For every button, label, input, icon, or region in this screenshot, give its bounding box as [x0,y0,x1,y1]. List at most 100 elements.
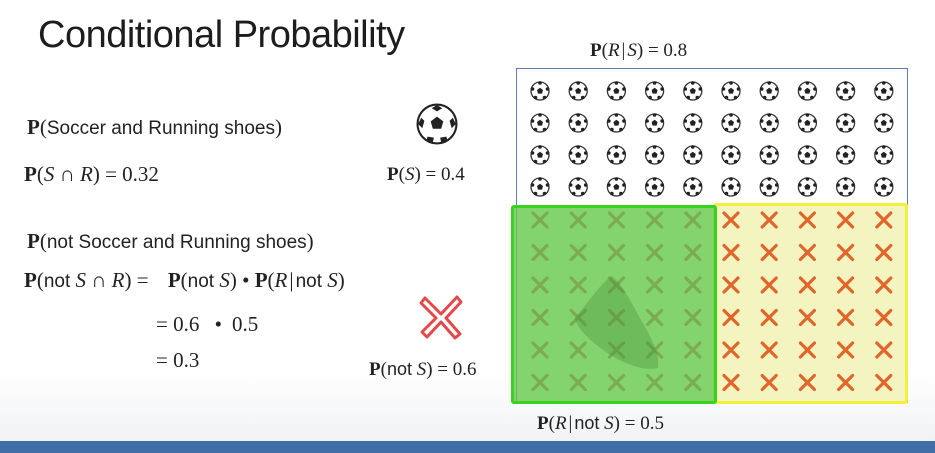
x-mark-icon [645,373,664,392]
x-mark-icon [798,341,817,359]
x-mark-icon [875,243,893,262]
x-mark-icon [569,373,587,392]
soccer-ball-icon [759,177,779,197]
soccer-ball-icon [416,103,458,145]
x-mark-icon [875,308,893,327]
bottom-bar [0,441,935,453]
x-mark-icon [798,243,817,262]
soccer-ball-icon [606,113,627,133]
x-mark-icon [684,341,702,359]
x-mark-icon [569,341,587,359]
x-mark-icon [569,308,587,327]
x-mark-icon [760,211,778,229]
x-mark-icon [760,341,778,359]
x-mark-icon [722,373,740,392]
soccer-ball-icon [797,81,818,101]
soccer-ball-icon [568,177,588,197]
soccer-ball-icon [606,145,627,165]
x-mark-icon [760,373,778,392]
x-mark-icon [836,373,855,392]
x-mark-icon [531,341,549,359]
x-mark-icon [645,243,664,262]
soccer-ball-icon [644,177,665,197]
x-mark-icon [875,211,893,229]
x-mark-icon [722,341,740,359]
soccer-ball-icon [644,113,665,133]
p-s-label: P(S) = 0.4 [387,164,465,185]
x-mark-icon [760,243,778,262]
p-r-given-s-label: P(R | S) = 0.8 [590,40,688,61]
x-mark-icon [531,276,549,294]
computation-step-1: = 0.6 • 0.5 [156,312,259,336]
r-and-not-s-region [511,205,717,404]
not-heading: P(not Soccer and Running shoes) [27,229,314,253]
soccer-ball-icon [797,145,818,165]
soccer-ball-icon [797,177,818,197]
x-mark-icon [760,308,778,327]
x-mark-icon [798,211,817,229]
soccer-ball-icon [835,81,856,101]
x-mark-icon [722,276,740,294]
soccer-ball-icon [606,177,627,197]
soccer-ball-icon [874,81,894,101]
x-mark-icon [645,211,664,229]
soccer-ball-icon [835,113,856,133]
soccer-ball-icon [644,145,665,165]
x-mark-icon [607,373,626,392]
soccer-ball-icon [721,113,741,133]
x-mark-icon [798,276,817,294]
r-given-not-s-other-region [713,203,908,404]
x-mark-icon [607,211,626,229]
soccer-ball-icon [721,81,741,101]
x-mark-icon [684,308,702,327]
p-not-s-label: P(not S) = 0.6 [369,359,477,380]
soccer-ball-icon [644,81,665,101]
x-mark-icon [569,243,587,262]
x-mark-icon [875,341,893,359]
x-mark-icon [684,211,702,229]
soccer-ball-icon [874,113,894,133]
x-mark-icon [607,276,626,294]
x-mark-icon [531,211,549,229]
x-mark-icon [684,243,702,262]
soccer-ball-icon [683,177,703,197]
x-mark-icon [836,308,855,327]
x-mark-icon [836,341,855,359]
soccer-ball-icon [721,177,741,197]
p-r-given-not-s-label: P(R | not S) = 0.5 [537,413,664,434]
x-mark-icon [607,341,626,359]
x-mark-icon [722,308,740,327]
x-mark-icon [836,276,855,294]
soccer-ball-icon [530,81,550,101]
x-mark-icon [722,211,740,229]
soccer-ball-icon [530,177,550,197]
soccer-ball-icon [874,145,894,165]
soccer-ball-icon [530,145,550,165]
soccer-ball-icon [683,113,703,133]
soccer-ball-icon [759,81,779,101]
soccer-ball-icon [683,81,703,101]
soccer-ball-icon [874,177,894,197]
x-mark-icon [531,243,549,262]
soccer-ball-icon [606,81,627,101]
soccer-ball-icon [835,177,856,197]
x-mark-icon [875,276,893,294]
x-mark-icon [531,373,549,392]
soccer-ball-icon [721,145,741,165]
x-mark-icon [684,373,702,392]
soccer-ball-icon [568,145,588,165]
soccer-ball-icon [797,113,818,133]
soccer-ball-icon [683,145,703,165]
x-mark-icon [836,211,855,229]
not-formula: P(not S ∩ R) = P(not S) • P(R| not S) [24,268,345,292]
slide-title: Conditional Probability [38,14,405,56]
soccer-ball-icon [759,145,779,165]
x-mark-icon [645,308,664,327]
red-x-icon [419,295,463,340]
x-mark-icon [645,341,664,359]
computation-step-2: = 0.3 [156,348,200,372]
soccer-ball-icon [759,113,779,133]
x-mark-icon [684,276,702,294]
x-mark-icon [798,373,817,392]
